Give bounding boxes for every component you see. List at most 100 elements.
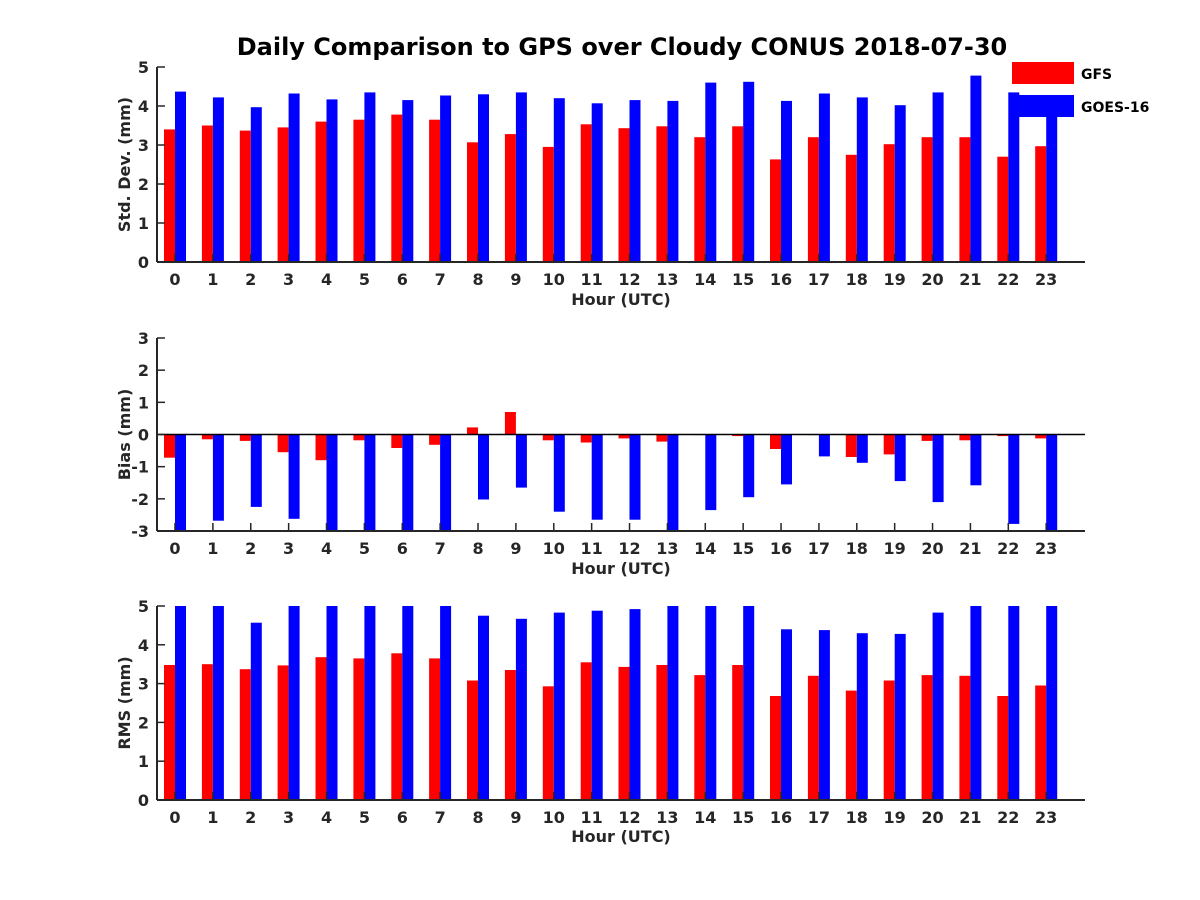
x-tick-label: 21 — [959, 539, 981, 558]
legend-swatch-gfs — [1012, 62, 1074, 84]
x-tick-label: 0 — [169, 270, 180, 289]
bar-gfs-hour-3 — [277, 434, 289, 453]
bar-gfs-hour-3 — [277, 127, 289, 263]
bar-gfs-hour-2 — [239, 130, 251, 262]
y-tick-label: 2 — [138, 361, 149, 380]
y-tick-label: 2 — [138, 713, 149, 732]
bar-goes-16-hour-0 — [175, 91, 186, 262]
x-tick-label: 6 — [397, 270, 408, 289]
bar-gfs-hour-12 — [618, 128, 630, 262]
bar-goes-16-hour-1 — [212, 97, 224, 263]
bar-gfs-hour-0 — [164, 434, 175, 458]
bar-gfs-hour-10 — [542, 146, 554, 262]
y-tick-label: 5 — [138, 58, 149, 77]
bar-goes-16-hour-10 — [553, 98, 565, 262]
x-tick-label: 10 — [543, 539, 565, 558]
x-tick-label: 5 — [359, 539, 370, 558]
bar-goes-16-hour-22 — [1008, 606, 1020, 800]
bar-gfs-hour-10 — [542, 686, 554, 800]
bar-gfs-hour-3 — [277, 665, 289, 800]
bar-goes-16-hour-19 — [894, 434, 906, 482]
bar-gfs-hour-22 — [997, 696, 1009, 800]
bar-gfs-hour-6 — [391, 114, 403, 262]
bar-gfs-hour-12 — [618, 666, 630, 800]
x-tick-label: 16 — [770, 808, 792, 827]
x-tick-label: 6 — [397, 539, 408, 558]
bar-goes-16-hour-1 — [212, 434, 224, 521]
bar-goes-16-hour-21 — [970, 606, 982, 800]
y-tick-label: 2 — [138, 175, 149, 194]
bar-goes-16-hour-3 — [288, 434, 300, 519]
bar-goes-16-hour-1 — [212, 606, 224, 800]
bar-gfs-hour-16 — [770, 434, 781, 449]
x-tick-label: 5 — [359, 808, 370, 827]
bar-goes-16-hour-15 — [743, 434, 755, 498]
bar-goes-16-hour-14 — [705, 434, 717, 511]
bar-gfs-hour-0 — [164, 665, 175, 800]
legend-label-gfs: GFS — [1081, 67, 1112, 83]
x-tick-label: 2 — [245, 539, 256, 558]
x-tick-label: 3 — [283, 539, 294, 558]
y-tick-label: 0 — [138, 253, 149, 272]
x-axis-label: Hour (UTC) — [571, 559, 671, 578]
y-tick-label: 1 — [138, 393, 149, 412]
bar-gfs-hour-4 — [315, 434, 327, 461]
bar-gfs-hour-16 — [770, 696, 781, 800]
bar-goes-16-hour-23 — [1046, 606, 1058, 800]
y-tick-label: 3 — [138, 136, 149, 155]
x-tick-label: 22 — [997, 808, 1019, 827]
x-tick-label: 19 — [884, 539, 906, 558]
bar-gfs-hour-13 — [656, 434, 668, 442]
bar-goes-16-hour-16 — [781, 100, 792, 263]
x-tick-label: 13 — [656, 539, 678, 558]
bar-goes-16-hour-21 — [970, 434, 982, 486]
legend: GFS GOES-16 — [1012, 62, 1149, 117]
bar-goes-16-hour-7 — [440, 606, 452, 800]
bar-gfs-hour-8 — [467, 680, 478, 800]
x-tick-label: 0 — [169, 539, 180, 558]
bar-gfs-hour-0 — [164, 129, 175, 262]
bar-gfs-hour-13 — [656, 665, 668, 800]
x-tick-label: 2 — [245, 808, 256, 827]
legend-swatch-goes-16 — [1012, 95, 1074, 117]
figure-title: Daily Comparison to GPS over Cloudy CONU… — [237, 33, 1008, 61]
bar-goes-16-hour-4 — [326, 434, 338, 531]
bar-gfs-hour-4 — [315, 121, 327, 262]
x-tick-label: 6 — [397, 808, 408, 827]
bar-gfs-hour-5 — [353, 434, 365, 441]
y-tick-label: 1 — [138, 214, 149, 233]
bar-gfs-hour-20 — [921, 434, 933, 441]
bar-goes-16-hour-5 — [364, 434, 376, 531]
bar-gfs-hour-15 — [732, 665, 744, 800]
x-tick-label: 17 — [808, 539, 830, 558]
x-tick-label: 9 — [510, 808, 521, 827]
x-tick-label: 8 — [472, 808, 483, 827]
y-tick-label: 0 — [138, 426, 149, 445]
x-tick-label: 13 — [656, 270, 678, 289]
bar-goes-16-hour-8 — [478, 94, 489, 262]
y-tick-label: 3 — [138, 329, 149, 348]
y-tick-label: 0 — [138, 791, 149, 810]
bar-goes-16-hour-20 — [932, 92, 944, 263]
x-tick-label: 14 — [694, 270, 716, 289]
bar-goes-16-hour-17 — [818, 93, 830, 262]
bar-goes-16-hour-8 — [478, 434, 489, 500]
bar-goes-16-hour-23 — [1046, 434, 1058, 531]
bar-goes-16-hour-4 — [326, 99, 338, 263]
y-axis-label: Bias (mm) — [115, 389, 134, 481]
bar-gfs-hour-23 — [1035, 685, 1047, 800]
x-tick-label: 7 — [435, 270, 446, 289]
bar-goes-16-hour-2 — [250, 622, 262, 800]
x-tick-label: 12 — [618, 539, 640, 558]
x-tick-label: 8 — [472, 270, 483, 289]
bar-gfs-hour-9 — [504, 412, 516, 435]
bar-gfs-hour-23 — [1035, 146, 1047, 262]
bar-gfs-hour-6 — [391, 434, 403, 448]
x-tick-label: 23 — [1035, 808, 1057, 827]
x-tick-label: 23 — [1035, 270, 1057, 289]
x-tick-label: 16 — [770, 539, 792, 558]
bar-goes-16-hour-2 — [250, 107, 262, 262]
